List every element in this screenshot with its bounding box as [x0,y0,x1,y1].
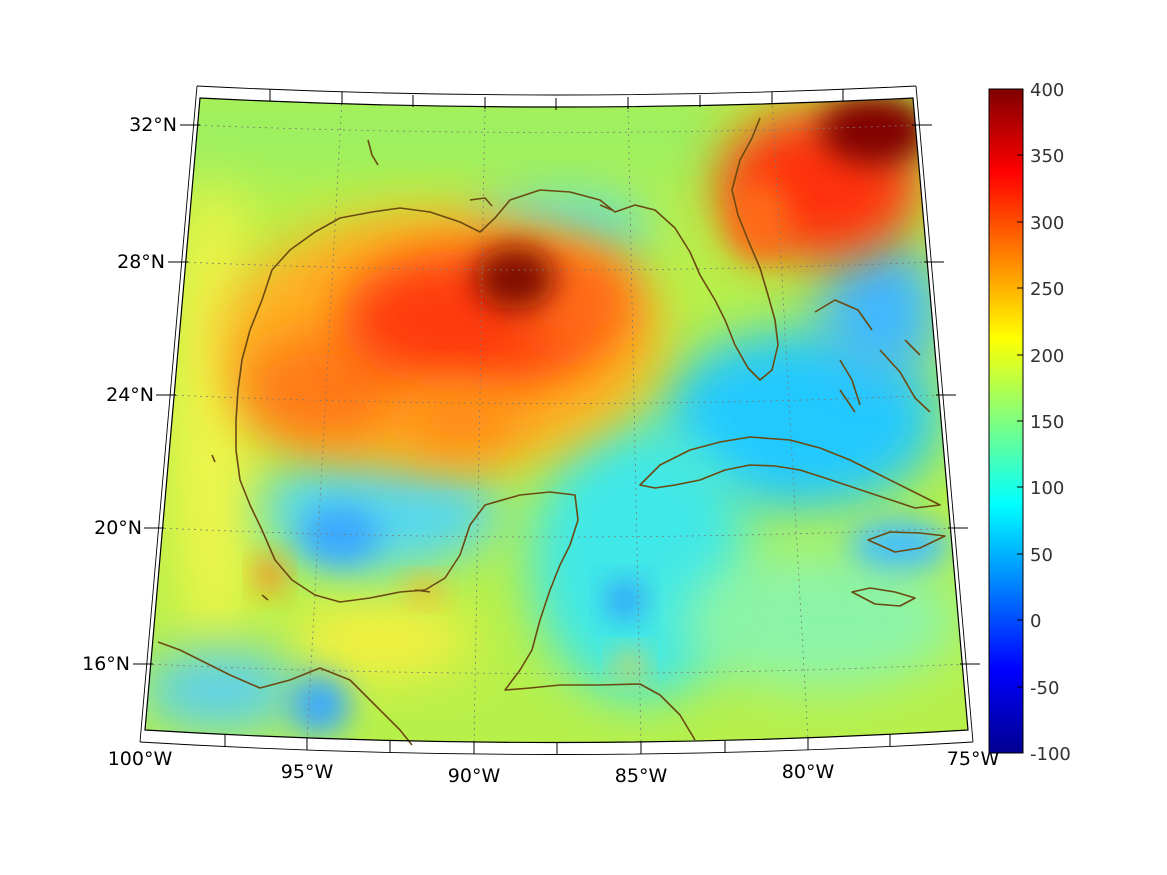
colorbar-label-minus50: -50 [1030,678,1059,699]
colorbar-label-250: 250 [1030,279,1064,300]
latitude-labels: 32°N 28°N 24°N 20°N 16°N [82,114,177,675]
colorbar-label-300: 300 [1030,213,1064,234]
colorbar-tick-labels: 400 350 300 250 200 150 100 50 0 -50 -10… [1030,80,1071,765]
colorbar-label-350: 350 [1030,146,1064,167]
lat-label-32n: 32°N [129,114,177,136]
coastlines [157,117,946,746]
colorbar: 400 350 300 250 200 150 100 50 0 -50 -10… [988,80,1071,765]
gulf-coast-north [249,117,779,381]
map-frame [139,85,974,755]
hispaniola-island [867,531,946,553]
central-america-coast [504,669,696,741]
data-field [145,98,968,743]
lat-label-28n: 28°N [117,251,165,273]
colorbar-label-200: 200 [1030,346,1064,367]
colorbar-label-100: 100 [1030,478,1064,499]
jamaica-island [851,587,916,607]
gulf-coast-islands [211,139,613,601]
frame-ticks [133,89,980,755]
bahamas-islands [814,299,931,413]
lon-label-80w: 80°W [782,761,835,783]
colorbar-label-400: 400 [1030,80,1064,101]
colorbar-label-minus100: -100 [1030,744,1071,765]
colorbar-label-150: 150 [1030,412,1064,433]
mexico-coast [235,329,579,671]
cuba-island [639,436,941,509]
graticule [146,98,967,743]
colorbar-ticks [1017,154,1023,688]
longitude-labels: 100°W 95°W 90°W 85°W 80°W 75°W [108,748,1000,787]
colorbar-label-50: 50 [1030,545,1053,566]
lon-label-85w: 85°W [615,765,668,787]
lat-label-24n: 24°N [106,384,154,406]
lon-label-75w: 75°W [947,748,1000,770]
colorbar-label-0: 0 [1030,611,1041,632]
lon-label-95w: 95°W [281,761,334,783]
lat-label-16n: 16°N [82,653,130,675]
pacific-coast [157,641,413,746]
lat-label-20n: 20°N [94,517,142,539]
lon-label-90w: 90°W [448,765,501,787]
lon-label-100w: 100°W [108,748,173,770]
